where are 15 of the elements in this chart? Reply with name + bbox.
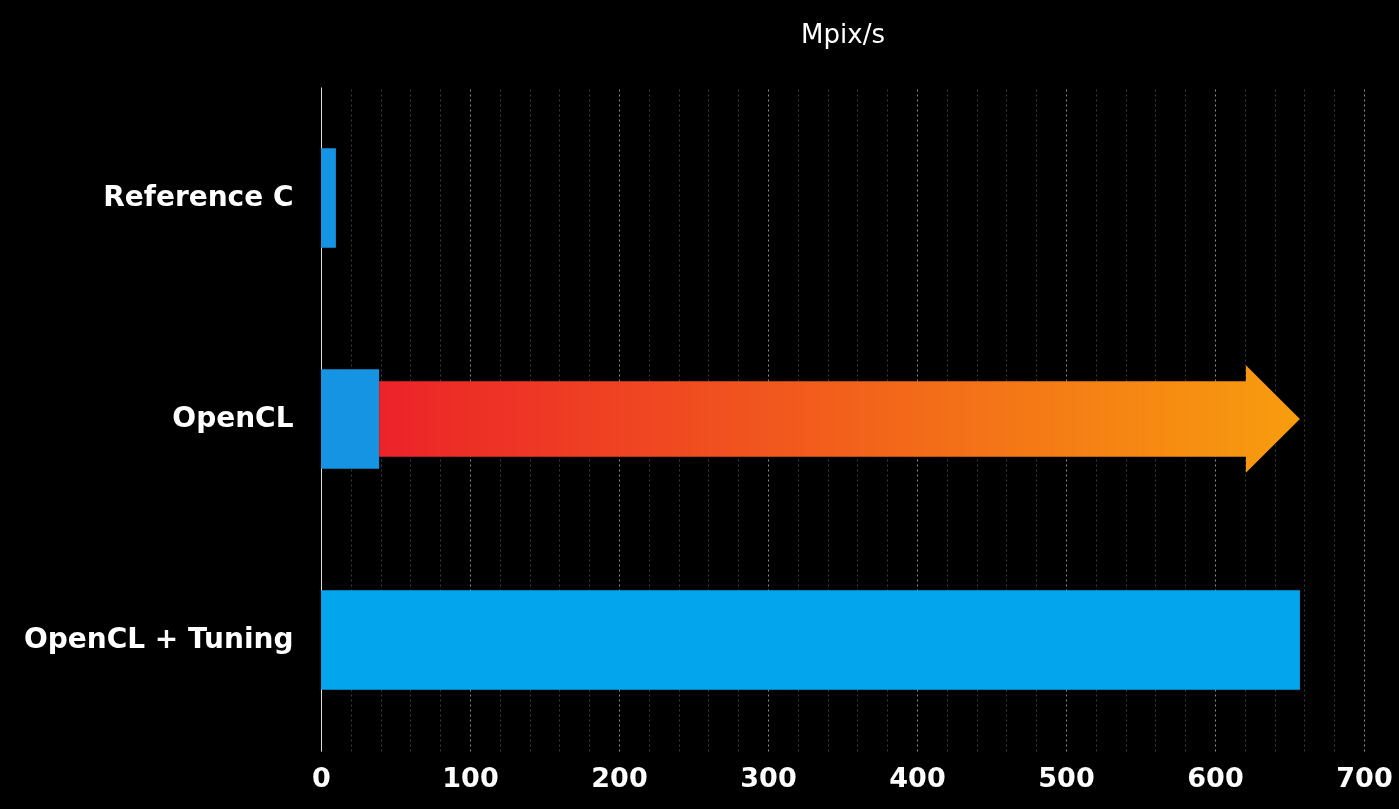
x-tick-label: 700 xyxy=(1336,761,1393,793)
x-tick-label: 400 xyxy=(889,761,946,793)
x-tick-label: 0 xyxy=(312,761,331,793)
bar xyxy=(321,590,1300,690)
x-tick-label: 200 xyxy=(591,761,648,793)
x-tick-label: 500 xyxy=(1038,761,1095,793)
x-axis-title: Mpix/s xyxy=(801,18,885,49)
x-tick-label: 100 xyxy=(442,761,499,793)
y-tick-label: OpenCL + Tuning xyxy=(23,622,294,656)
x-tick-label: 600 xyxy=(1187,761,1244,793)
y-tick-label: Reference C xyxy=(103,179,294,213)
x-tick-label: 300 xyxy=(740,761,797,793)
bar xyxy=(321,148,336,248)
y-tick-label: OpenCL xyxy=(172,401,294,434)
bar xyxy=(321,369,380,469)
